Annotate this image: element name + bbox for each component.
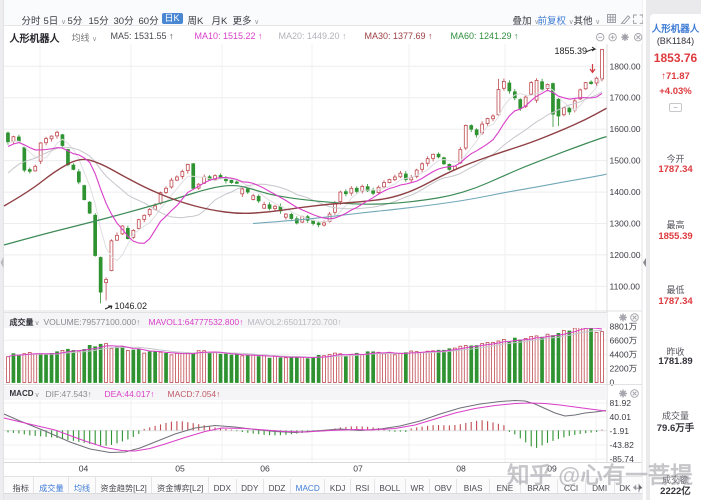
svg-text:-85.74: -85.74 [610,454,635,464]
svg-text:1800.00: 1800.00 [610,61,641,71]
svg-text:08: 08 [456,464,466,474]
svg-text:2200万: 2200万 [610,364,638,374]
svg-text:07: 07 [353,464,363,474]
svg-text:40.01: 40.01 [610,412,632,422]
svg-text:-43.82: -43.82 [610,440,635,450]
svg-text:1600.00: 1600.00 [610,124,641,134]
svg-text:6600万: 6600万 [610,336,638,346]
svg-text:4400万: 4400万 [610,350,638,360]
svg-text:09: 09 [547,464,557,474]
svg-text:1200.00: 1200.00 [610,250,641,260]
svg-text:1100.00: 1100.00 [610,281,641,291]
svg-text:81.92: 81.92 [610,398,632,408]
svg-text:8801万: 8801万 [610,321,638,331]
svg-text:0: 0 [610,378,615,388]
svg-text:06: 06 [260,464,270,474]
svg-text:-1.91: -1.91 [610,426,630,436]
svg-text:1700.00: 1700.00 [610,93,641,103]
svg-text:1046.02: 1046.02 [115,301,148,311]
svg-text:1855.39: 1855.39 [555,46,588,56]
svg-text:1400.00: 1400.00 [610,187,641,197]
svg-text:04: 04 [79,464,89,474]
svg-text:05: 05 [175,464,185,474]
svg-text:1300.00: 1300.00 [610,219,641,229]
svg-text:1500.00: 1500.00 [610,156,641,166]
